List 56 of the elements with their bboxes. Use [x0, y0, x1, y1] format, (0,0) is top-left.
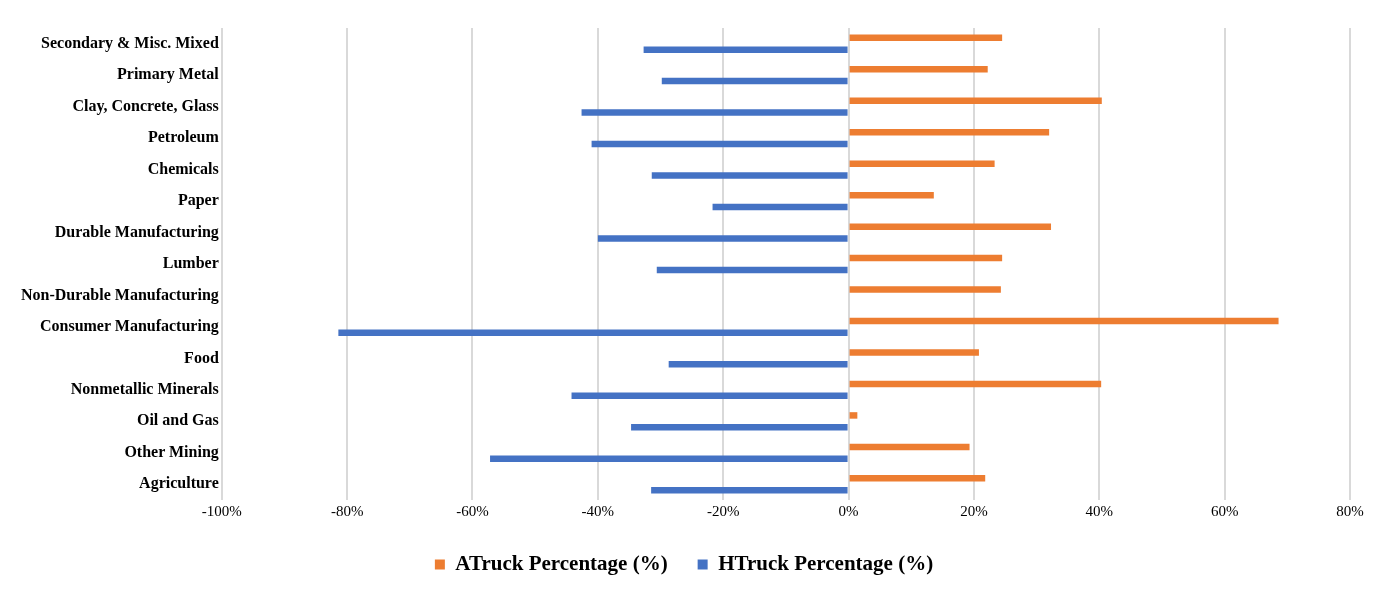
bar [643, 46, 848, 53]
bar [597, 235, 848, 242]
y-tick-label: Other Mining [124, 442, 219, 461]
y-tick-label: Nonmetallic Minerals [70, 380, 219, 398]
bar [849, 412, 858, 419]
bar [490, 455, 848, 462]
bar [581, 109, 848, 116]
y-tick-label: Non-Durable Manufacturing [21, 285, 219, 304]
y-tick-label: Durable Manufacturing [54, 222, 219, 241]
bar [849, 475, 986, 482]
y-tick-label: Food [184, 348, 219, 366]
bar [849, 443, 970, 451]
x-tick-label: -60% [456, 502, 489, 519]
x-tick-label: 60% [1210, 502, 1239, 519]
bar [651, 486, 848, 494]
bar [631, 423, 848, 431]
bar [849, 254, 1003, 262]
y-tick-label: Petroleum [147, 128, 220, 146]
legend-label: ATruck Percentage (%) [455, 550, 668, 575]
bar [849, 380, 1102, 388]
bar [849, 191, 934, 199]
bar [849, 66, 988, 73]
bar [849, 349, 979, 356]
bar [849, 97, 1102, 105]
y-tick-label: Chemicals [147, 159, 219, 177]
bar [571, 392, 848, 400]
bar [712, 203, 848, 211]
y-tick-label: Agriculture [139, 474, 219, 493]
x-tick-label: -80% [330, 502, 364, 519]
x-tick-label: 0% [838, 502, 859, 519]
bar [849, 128, 1050, 136]
bar [656, 266, 848, 274]
legend-label: HTruck Percentage (%) [718, 550, 934, 575]
x-tick-label: 20% [960, 502, 988, 519]
bar [849, 286, 1001, 293]
bar [591, 140, 848, 148]
bar [849, 223, 1052, 230]
y-tick-label: Oil and Gas [136, 411, 219, 429]
x-tick-label: -100% [201, 502, 242, 519]
y-tick-label: Paper [177, 191, 219, 210]
y-tick-label: Consumer Manufacturing [39, 317, 219, 336]
y-tick-label: Lumber [162, 254, 219, 272]
bar [338, 329, 848, 337]
y-tick-label: Secondary & Misc. Mixed [41, 33, 219, 52]
bar [849, 34, 1003, 42]
bar [668, 361, 848, 368]
x-tick-label: -20% [706, 502, 740, 519]
bar [849, 317, 1279, 325]
y-tick-label: Clay, Concrete, Glass [72, 96, 219, 115]
bar [661, 77, 848, 85]
x-tick-label: 40% [1085, 502, 1114, 519]
bar [849, 160, 995, 167]
y-tick-label: Primary Metal [117, 65, 220, 84]
x-tick-label: -40% [581, 502, 615, 519]
x-tick-label: 80% [1336, 502, 1364, 519]
bar [651, 172, 848, 179]
